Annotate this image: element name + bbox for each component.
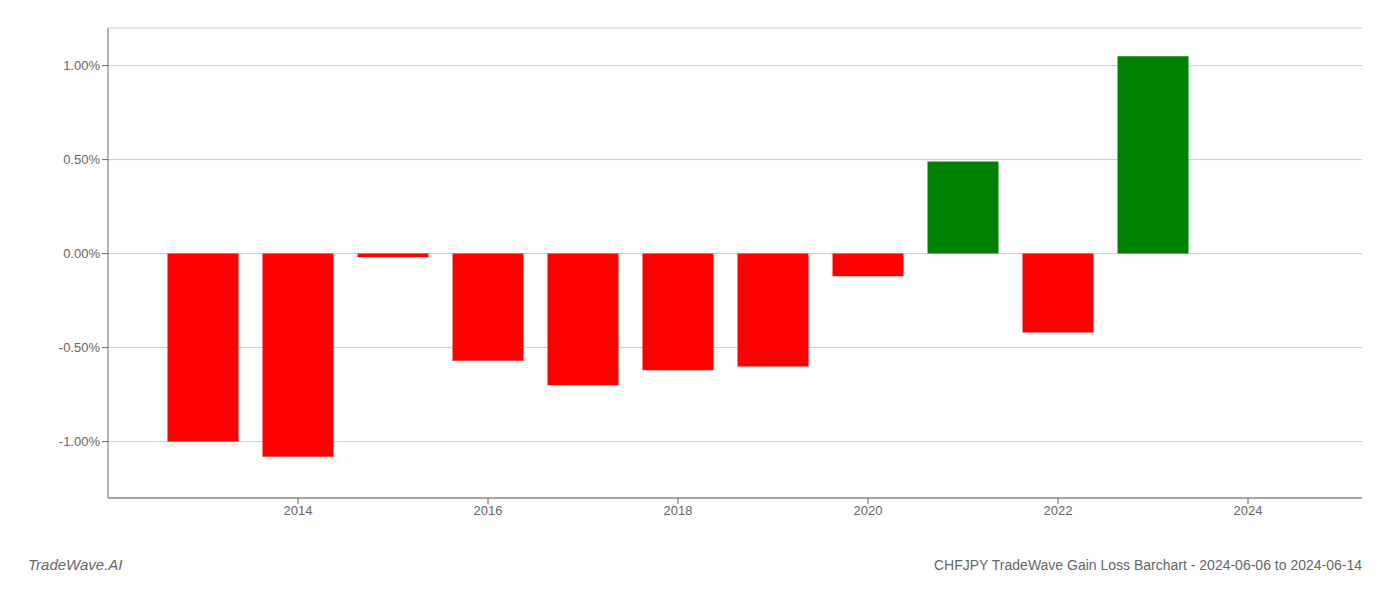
html-text:CHFJPY TradeWave Gain Loss Bar: CHFJPY TradeWave Gain Loss Barchart - 20… — [934, 557, 1362, 573]
svg-text:0.00%: 0.00% — [63, 246, 100, 261]
svg-text:-0.50%: -0.50% — [59, 340, 101, 355]
svg-text:-1.00%: -1.00% — [59, 434, 101, 449]
svg-text:1.00%: 1.00% — [63, 58, 100, 73]
svg-text:2020: 2020 — [854, 503, 883, 518]
html-text:TradeWave.AI: TradeWave.AI — [28, 556, 123, 573]
svg-text:2018: 2018 — [664, 503, 693, 518]
svg-text:2016: 2016 — [474, 503, 503, 518]
svg-text:0.50%: 0.50% — [63, 152, 100, 167]
svg-text:2014: 2014 — [284, 503, 313, 518]
svg-text:2024: 2024 — [1234, 503, 1263, 518]
svg-text:2022: 2022 — [1044, 503, 1073, 518]
